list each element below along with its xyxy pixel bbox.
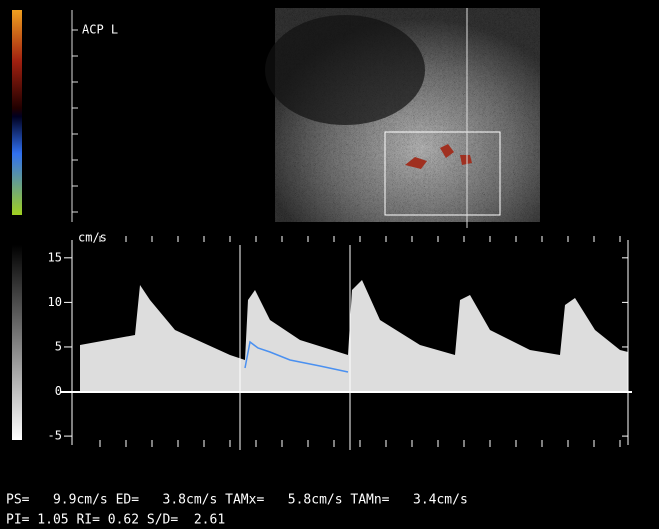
probe-label: ACP L: [82, 23, 118, 37]
measurement: PI= 1.05 RI= 0.62 S/D= 2.61: [6, 513, 225, 528]
y-tick-label: -5: [48, 429, 62, 443]
y-tick-label: 10: [48, 295, 62, 309]
unit-label: cm/s: [78, 231, 107, 245]
spectrum-envelope: [80, 280, 628, 392]
gray-scale: [12, 245, 22, 440]
y-tick-label: 5: [55, 339, 62, 353]
color-scale: [12, 10, 22, 215]
y-tick-label: 0: [55, 384, 62, 398]
page: {"header": {"label": "ACP L"}, "spectrum…: [0, 0, 659, 529]
vessel-shadow: [265, 15, 425, 125]
measurement: PS= 9.9cm/s ED= 3.8cm/s TAMx= 5.8cm/s TA…: [6, 493, 468, 508]
y-tick-label: 15: [48, 250, 62, 264]
ultrasound-screen: ACP L cm/s PS= 9.9cm/s ED= 3.8cm/s TAMx=…: [0, 0, 659, 529]
